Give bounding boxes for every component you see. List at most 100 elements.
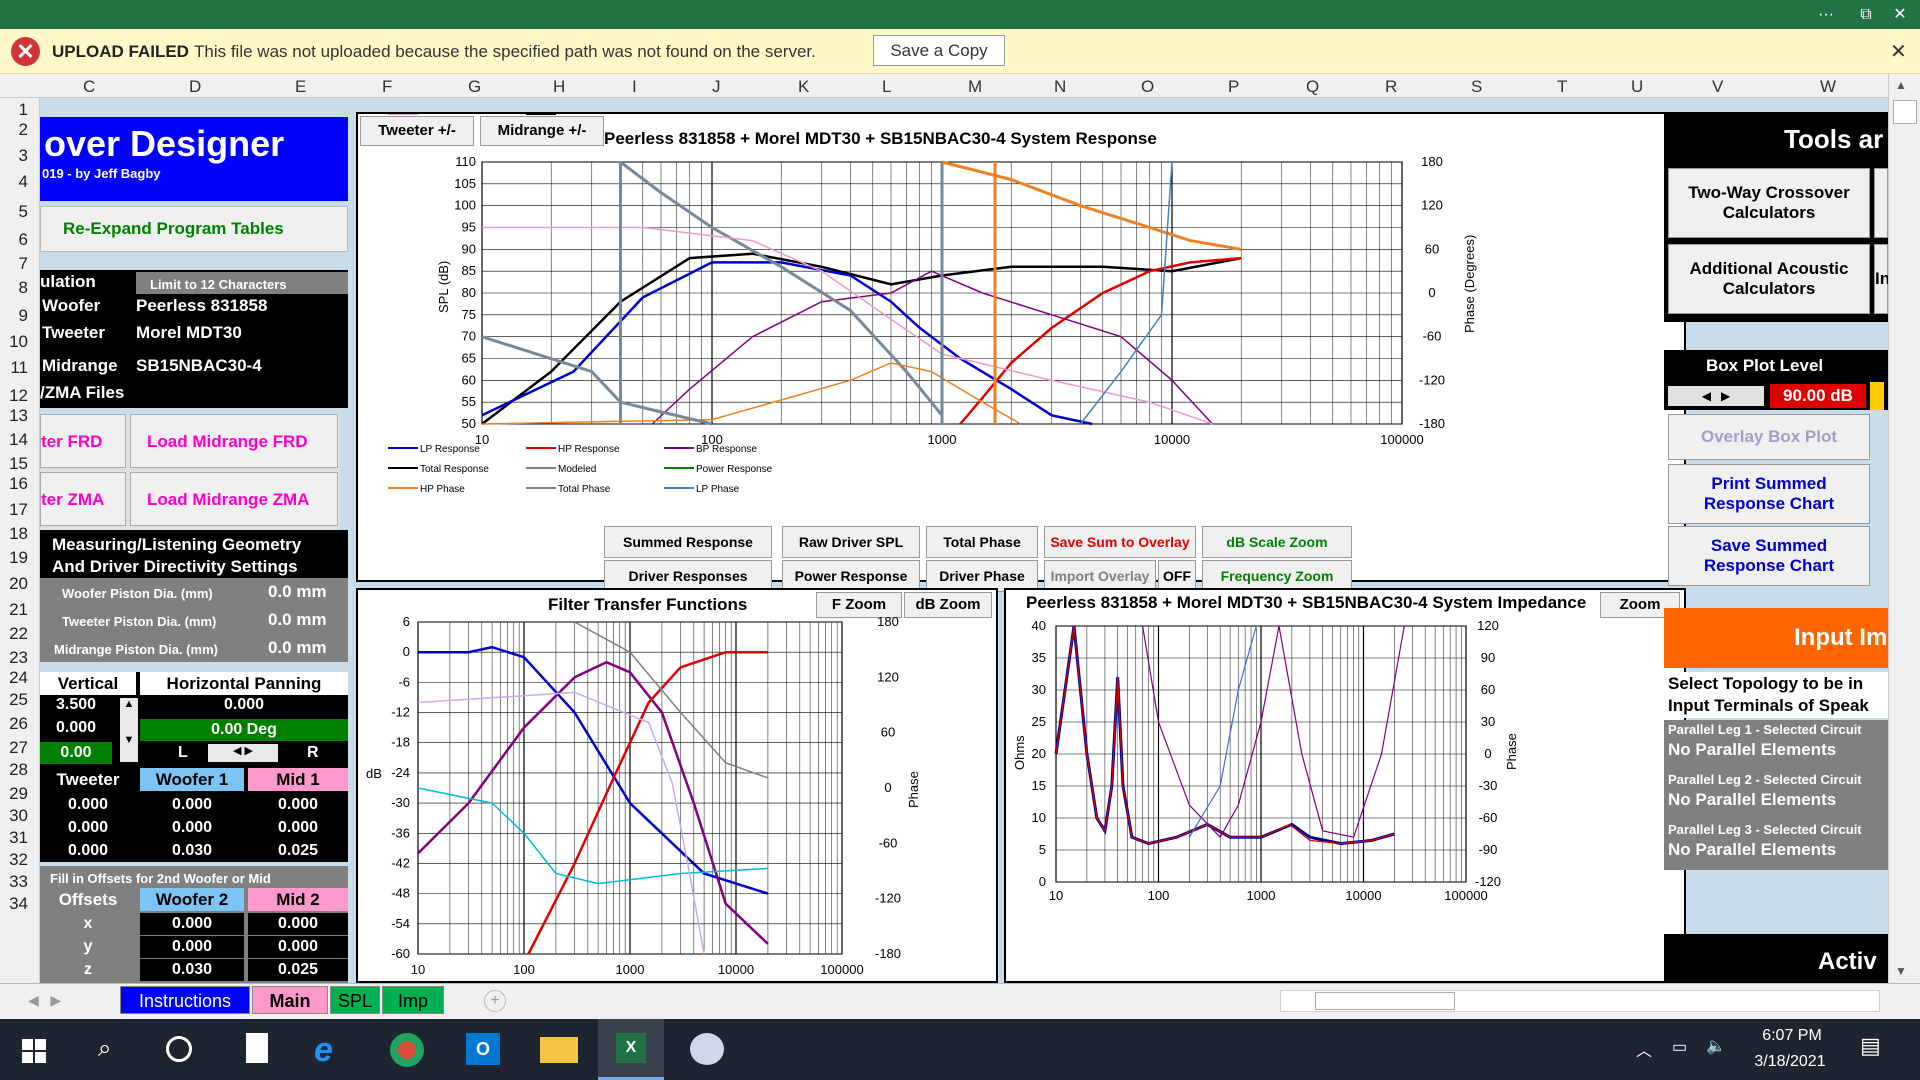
raw-driver-spl-button[interactable]: Raw Driver SPL: [782, 526, 920, 558]
pan-slider[interactable]: ◀ ▶: [208, 744, 278, 762]
notifications-icon[interactable]: ▤: [1860, 1033, 1881, 1058]
add-sheet-icon[interactable]: +: [484, 990, 506, 1012]
column-header[interactable]: J: [712, 77, 721, 96]
column-header[interactable]: H: [553, 77, 566, 96]
parallel-leg-value[interactable]: No Parallel Elements: [1668, 840, 1837, 859]
column-header[interactable]: T: [1557, 77, 1568, 96]
save-summed-button[interactable]: Save Summed Response Chart: [1668, 526, 1870, 586]
column-header[interactable]: C: [83, 77, 96, 96]
row-header[interactable]: 19: [9, 548, 28, 567]
offset-cell[interactable]: 0.000: [248, 794, 348, 816]
row-header[interactable]: 24: [9, 668, 28, 687]
column-header[interactable]: U: [1631, 77, 1644, 96]
chrome-icon[interactable]: [390, 1033, 424, 1067]
additional-acoustic-button[interactable]: Additional Acoustic Calculators: [1668, 244, 1870, 314]
load-tweeter-frd-button[interactable]: ter FRD: [40, 414, 126, 468]
column-header[interactable]: V: [1712, 77, 1724, 96]
column-header[interactable]: Q: [1306, 77, 1320, 96]
box-level-spinner[interactable]: ◀ ▶: [1668, 386, 1764, 406]
file-icon[interactable]: [246, 1033, 268, 1063]
offset-cell[interactable]: 0.030: [140, 959, 244, 981]
offset-cell[interactable]: y: [40, 936, 136, 958]
offset-cell[interactable]: 0.000: [40, 840, 136, 862]
column-header[interactable]: P: [1228, 77, 1240, 96]
offset-cell[interactable]: 0.025: [248, 840, 348, 862]
driver-phase-button[interactable]: Driver Phase: [926, 560, 1038, 592]
summed-response-button[interactable]: Summed Response: [604, 526, 772, 558]
column-header[interactable]: F: [382, 77, 393, 96]
clock-time[interactable]: 6:07 PM: [1762, 1027, 1822, 1044]
row-header[interactable]: 32: [9, 850, 28, 869]
tweeter-name-cell[interactable]: Morel MDT30: [136, 323, 242, 342]
f-zoom-button[interactable]: F Zoom: [816, 592, 902, 618]
row-header[interactable]: 5: [18, 202, 28, 221]
row-header[interactable]: 22: [9, 624, 28, 643]
offset-cell[interactable]: z: [40, 959, 136, 981]
row-header[interactable]: 14: [9, 430, 28, 449]
file-explorer-icon[interactable]: [540, 1037, 578, 1063]
row-header[interactable]: 18: [9, 524, 28, 543]
row-header[interactable]: 13: [9, 406, 28, 425]
print-summed-button[interactable]: Print Summed Response Chart: [1668, 464, 1870, 524]
vertical-spinner[interactable]: ▲ ▼: [120, 698, 138, 762]
load-midrange-frd-button[interactable]: Load Midrange FRD: [130, 414, 338, 468]
row-header[interactable]: 11: [10, 358, 28, 377]
load-midrange-zma-button[interactable]: Load Midrange ZMA: [130, 472, 338, 526]
vertical-value-1[interactable]: 3.500: [55, 696, 97, 713]
row-header[interactable]: 27: [9, 738, 28, 757]
tweeter-polarity-tab[interactable]: Tweeter +/-: [360, 116, 474, 146]
row-header[interactable]: 17: [9, 500, 28, 519]
offset-cell[interactable]: 0.000: [140, 794, 244, 816]
tab-imp[interactable]: Imp: [382, 986, 444, 1014]
save-sum-overlay-button[interactable]: Save Sum to Overlay: [1044, 526, 1196, 558]
row-header[interactable]: 34: [9, 894, 28, 913]
column-header[interactable]: O: [1141, 77, 1155, 96]
in-button[interactable]: In: [1874, 244, 1888, 314]
column-header[interactable]: G: [468, 77, 482, 96]
offset-cell[interactable]: 0.025: [248, 959, 348, 981]
offset-cell[interactable]: 0.030: [140, 840, 244, 862]
tab-main[interactable]: Main: [252, 986, 328, 1014]
column-header[interactable]: W: [1820, 77, 1837, 96]
outlook-icon[interactable]: O: [466, 1033, 500, 1065]
more-options-icon[interactable]: ···: [1818, 6, 1834, 23]
row-header[interactable]: 8: [18, 278, 28, 297]
offset-cell[interactable]: 0.000: [140, 817, 244, 839]
row-header[interactable]: 25: [9, 690, 28, 709]
row-header[interactable]: 3: [18, 146, 28, 165]
vertical-value-2[interactable]: 0.000: [55, 719, 97, 736]
tray-chevron-icon[interactable]: ︿: [1636, 1043, 1653, 1060]
offset-cell[interactable]: 0.000: [40, 817, 136, 839]
clock-date[interactable]: 3/18/2021: [1754, 1053, 1826, 1070]
column-header[interactable]: M: [968, 77, 983, 96]
row-header[interactable]: 26: [9, 714, 28, 733]
offset-cell[interactable]: 0.000: [40, 794, 136, 816]
box-plot-level-value[interactable]: 90.00 dB: [1770, 384, 1866, 408]
row-header[interactable]: 21: [9, 600, 28, 619]
frequency-zoom-button[interactable]: Frequency Zoom: [1202, 560, 1352, 592]
horizontal-scrollbar[interactable]: [1280, 990, 1880, 1012]
load-tweeter-zma-button[interactable]: ter ZMA: [40, 472, 126, 526]
overlay-box-plot-button[interactable]: Overlay Box Plot: [1668, 414, 1870, 460]
save-a-copy-button[interactable]: Save a Copy: [873, 35, 1005, 66]
row-header[interactable]: 9: [18, 306, 28, 325]
horizontal-value[interactable]: 0.000: [223, 696, 265, 713]
tab-spl[interactable]: SPL: [330, 986, 380, 1014]
offset-cell[interactable]: 0.000: [248, 817, 348, 839]
midrange-name-cell[interactable]: SB15NBAC30-4: [136, 356, 262, 375]
row-header[interactable]: 31: [9, 828, 28, 847]
offset-cell[interactable]: 0.000: [248, 913, 348, 935]
offset-cell[interactable]: 0.000: [140, 913, 244, 935]
infobar-close-icon[interactable]: ✕: [1890, 41, 1907, 63]
row-header[interactable]: 23: [9, 648, 28, 667]
db-scale-zoom-button[interactable]: dB Scale Zoom: [1202, 526, 1352, 558]
row-header[interactable]: 6: [18, 230, 28, 249]
column-header[interactable]: R: [1385, 77, 1398, 96]
parallel-leg-value[interactable]: No Parallel Elements: [1668, 740, 1837, 759]
column-header[interactable]: D: [189, 77, 202, 96]
offset-cell[interactable]: x: [40, 913, 136, 935]
db-zoom-button[interactable]: dB Zoom: [904, 592, 992, 618]
column-header[interactable]: I: [632, 77, 637, 96]
row-header[interactable]: 15: [9, 454, 28, 473]
search-icon[interactable]: ⌕: [98, 1035, 112, 1062]
